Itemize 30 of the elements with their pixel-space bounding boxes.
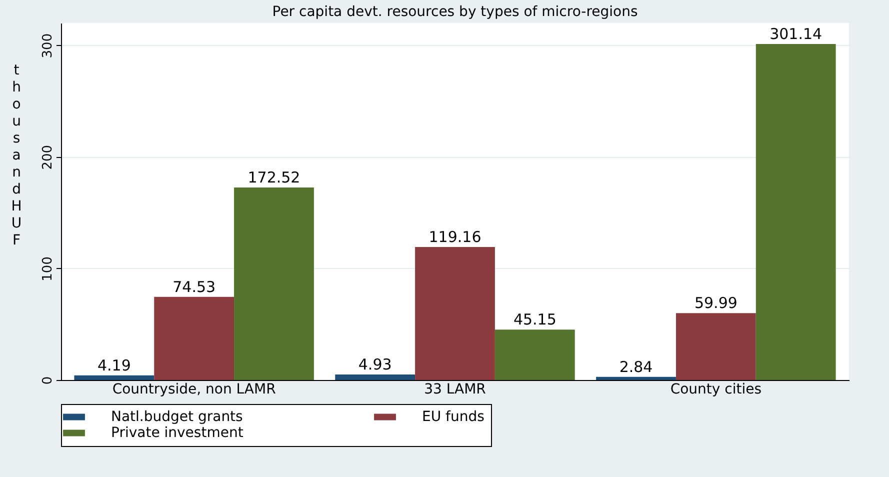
y-tick-label: 300 bbox=[40, 33, 56, 58]
x-tick-label: 33 LAMR bbox=[424, 382, 486, 398]
legend-label: Private investment bbox=[111, 425, 244, 441]
y-tick-label: 100 bbox=[40, 256, 56, 282]
data-label: 74.53 bbox=[172, 278, 216, 296]
data-label: 2.84 bbox=[619, 358, 653, 376]
data-label: 301.14 bbox=[770, 25, 822, 44]
y-tick-label: 200 bbox=[40, 144, 56, 170]
data-label: 45.15 bbox=[513, 310, 556, 329]
data-label: 172.52 bbox=[248, 168, 300, 187]
data-label: 119.16 bbox=[428, 228, 482, 246]
data-label: 4.93 bbox=[358, 356, 392, 374]
bar bbox=[415, 247, 495, 380]
legend-label: EU funds bbox=[422, 409, 484, 425]
text: thousand HUF bbox=[11, 62, 22, 248]
bar bbox=[596, 376, 676, 380]
data-label: 59.99 bbox=[694, 294, 738, 312]
bar bbox=[234, 188, 314, 380]
bar bbox=[154, 296, 234, 380]
x-tick-label: Countryside, non LAMR bbox=[112, 382, 276, 398]
y-tick-label: 0 bbox=[40, 376, 56, 385]
bar bbox=[756, 44, 836, 380]
bar bbox=[676, 313, 756, 380]
legend-label: Natl.budget grants bbox=[111, 409, 243, 425]
data-label: 4.19 bbox=[97, 356, 131, 374]
bar bbox=[335, 374, 416, 380]
bar bbox=[494, 330, 575, 380]
x-tick-label: County cities bbox=[670, 382, 762, 398]
chart-title: Per capita devt. resources by types of micro-regions bbox=[272, 4, 638, 20]
bar bbox=[74, 375, 154, 380]
